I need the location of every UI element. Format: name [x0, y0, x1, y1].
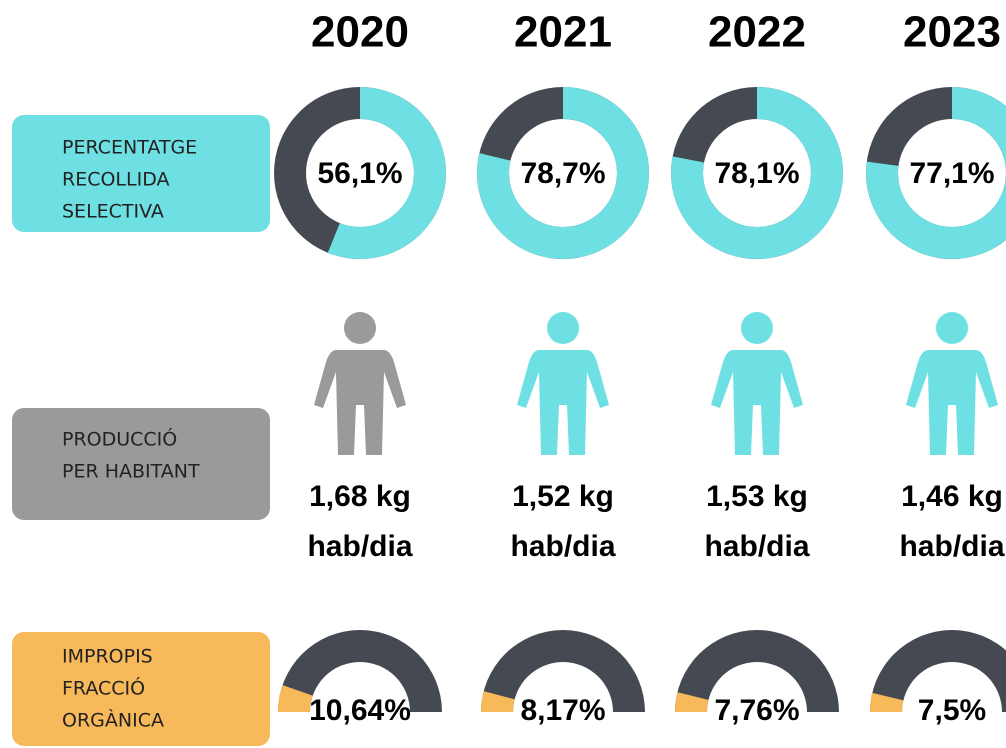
row-label: RECOLLIDA	[62, 169, 170, 191]
gauge-rest	[675, 630, 839, 712]
production-value: 1,46 kg	[901, 480, 1003, 513]
gauge-rest	[870, 630, 1006, 712]
gauge-segment	[278, 685, 313, 712]
person-body	[711, 350, 803, 455]
person-icon	[517, 312, 609, 455]
production-value: 1,52 kg	[512, 480, 614, 513]
gauge-label: 7,76%	[714, 694, 799, 727]
person-head	[344, 312, 376, 344]
person-icon	[314, 312, 406, 455]
gauge-segment	[481, 691, 515, 712]
label-box	[12, 632, 270, 746]
person-body	[517, 350, 609, 455]
donut-label: 56,1%	[317, 157, 402, 190]
year-label: 2021	[514, 8, 612, 57]
donut-segment	[477, 87, 649, 259]
person-body	[906, 350, 998, 455]
donut-label: 78,7%	[520, 157, 605, 190]
person-body	[314, 350, 406, 455]
person-head	[741, 312, 773, 344]
row-label: PRODUCCIÓ	[62, 427, 177, 451]
label-box	[12, 408, 270, 520]
production-unit: hab/dia	[510, 530, 615, 563]
row-label: ORGÀNICA	[62, 709, 164, 732]
person-icon	[906, 312, 998, 455]
person-head	[547, 312, 579, 344]
row-label: PER HABITANT	[62, 461, 200, 483]
gauge-rest	[481, 630, 645, 712]
donut-label: 77,1%	[909, 157, 994, 190]
gauge-segment	[870, 692, 904, 712]
donut-label: 78,1%	[714, 157, 799, 190]
production-unit: hab/dia	[704, 530, 809, 563]
person-icon	[711, 312, 803, 455]
production-value: 1,68 kg	[309, 480, 411, 513]
person-head	[936, 312, 968, 344]
donut-segment	[327, 87, 446, 259]
row-label: IMPROPIS	[62, 646, 153, 668]
row-label: PERCENTATGE	[62, 137, 197, 159]
gauge-label: 8,17%	[520, 694, 605, 727]
gauge-segment	[675, 692, 709, 712]
label-box	[12, 115, 270, 232]
donut-segment	[671, 87, 843, 259]
year-label: 2022	[708, 8, 806, 57]
gauge-label: 7,5%	[918, 694, 986, 727]
row-label: SELECTIVA	[62, 201, 164, 223]
year-label: 2020	[311, 8, 409, 57]
gauge-label: 10,64%	[309, 694, 411, 727]
year-label: 2023	[903, 8, 1001, 57]
production-value: 1,53 kg	[706, 480, 808, 513]
row-label: FRACCIÓ	[62, 676, 145, 700]
gauge-rest	[278, 630, 442, 712]
production-unit: hab/dia	[899, 530, 1004, 563]
donut-segment	[866, 87, 1006, 259]
production-unit: hab/dia	[307, 530, 412, 563]
